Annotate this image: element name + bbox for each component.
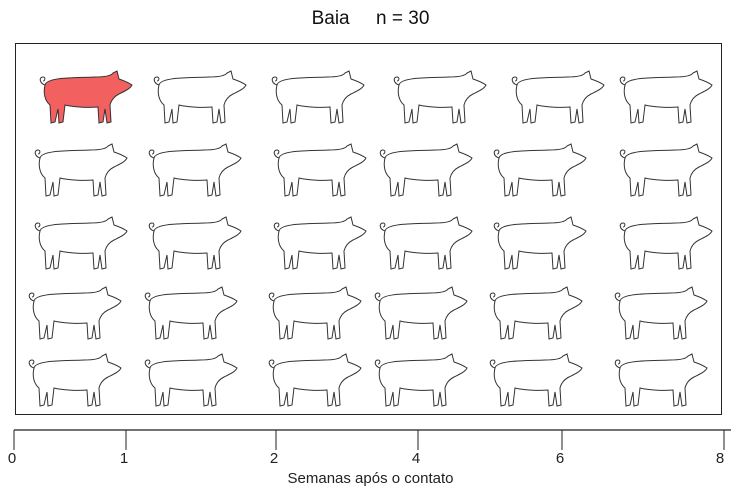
- pig-icon: [619, 143, 713, 197]
- healthy-pig: [138, 283, 238, 343]
- healthy-pig: [267, 213, 367, 273]
- pig-icon: [148, 216, 242, 270]
- pig-icon: [28, 286, 122, 340]
- healthy-pig: [138, 350, 238, 410]
- healthy-pig: [373, 140, 473, 200]
- pig-icon: [393, 70, 487, 124]
- pig-icon: [28, 353, 122, 407]
- tick-label: 1: [119, 450, 129, 467]
- x-axis-label: Semanas após o contato: [287, 470, 454, 487]
- healthy-pig: [28, 140, 128, 200]
- pig-icon: [489, 286, 583, 340]
- pig-icon: [493, 216, 587, 270]
- pig-icon: [39, 70, 133, 124]
- pig-icon: [148, 143, 242, 197]
- pig-icon: [144, 353, 238, 407]
- tick-label: 4: [411, 450, 421, 467]
- time-axis: [13, 429, 731, 450]
- healthy-pig: [262, 283, 362, 343]
- healthy-pig: [608, 283, 708, 343]
- healthy-pig: [387, 67, 487, 127]
- healthy-pig: [613, 67, 713, 127]
- healthy-pig: [368, 350, 468, 410]
- healthy-pig: [368, 283, 468, 343]
- healthy-pig: [487, 140, 587, 200]
- pig-icon: [374, 286, 468, 340]
- tick-label: 6: [555, 450, 565, 467]
- pig-icon: [268, 286, 362, 340]
- healthy-pig: [262, 350, 362, 410]
- healthy-pig: [505, 67, 605, 127]
- pig-icon: [268, 353, 362, 407]
- title-label: Baia: [311, 8, 350, 29]
- pig-icon: [153, 70, 247, 124]
- tick-label: 2: [269, 450, 279, 467]
- healthy-pig: [373, 213, 473, 273]
- healthy-pig: [483, 283, 583, 343]
- infected-pig: [33, 67, 133, 127]
- healthy-pig: [142, 213, 242, 273]
- tick-label: 8: [715, 450, 725, 467]
- pig-icon: [511, 70, 605, 124]
- pig-icon: [273, 216, 367, 270]
- healthy-pig: [22, 283, 122, 343]
- healthy-pig: [487, 213, 587, 273]
- pig-icon: [271, 70, 365, 124]
- pig-icon: [619, 70, 713, 124]
- healthy-pig: [613, 140, 713, 200]
- pig-icon: [379, 216, 473, 270]
- healthy-pig: [613, 213, 713, 273]
- pig-icon: [614, 353, 708, 407]
- pig-icon: [493, 143, 587, 197]
- pig-icon: [273, 143, 367, 197]
- healthy-pig: [265, 67, 365, 127]
- pig-icon: [614, 286, 708, 340]
- healthy-pig: [22, 350, 122, 410]
- title: Baia n = 30: [0, 8, 741, 30]
- pig-icon: [619, 216, 713, 270]
- pig-icon: [34, 143, 128, 197]
- sample-size: n = 30: [376, 8, 430, 29]
- pig-icon: [374, 353, 468, 407]
- pig-icon: [34, 216, 128, 270]
- pig-icon: [144, 286, 238, 340]
- pig-icon: [489, 353, 583, 407]
- tick-label: 0: [7, 450, 17, 467]
- healthy-pig: [147, 67, 247, 127]
- healthy-pig: [608, 350, 708, 410]
- healthy-pig: [267, 140, 367, 200]
- healthy-pig: [142, 140, 242, 200]
- pig-icon: [379, 143, 473, 197]
- pen-frame: [15, 43, 722, 415]
- healthy-pig: [483, 350, 583, 410]
- healthy-pig: [28, 213, 128, 273]
